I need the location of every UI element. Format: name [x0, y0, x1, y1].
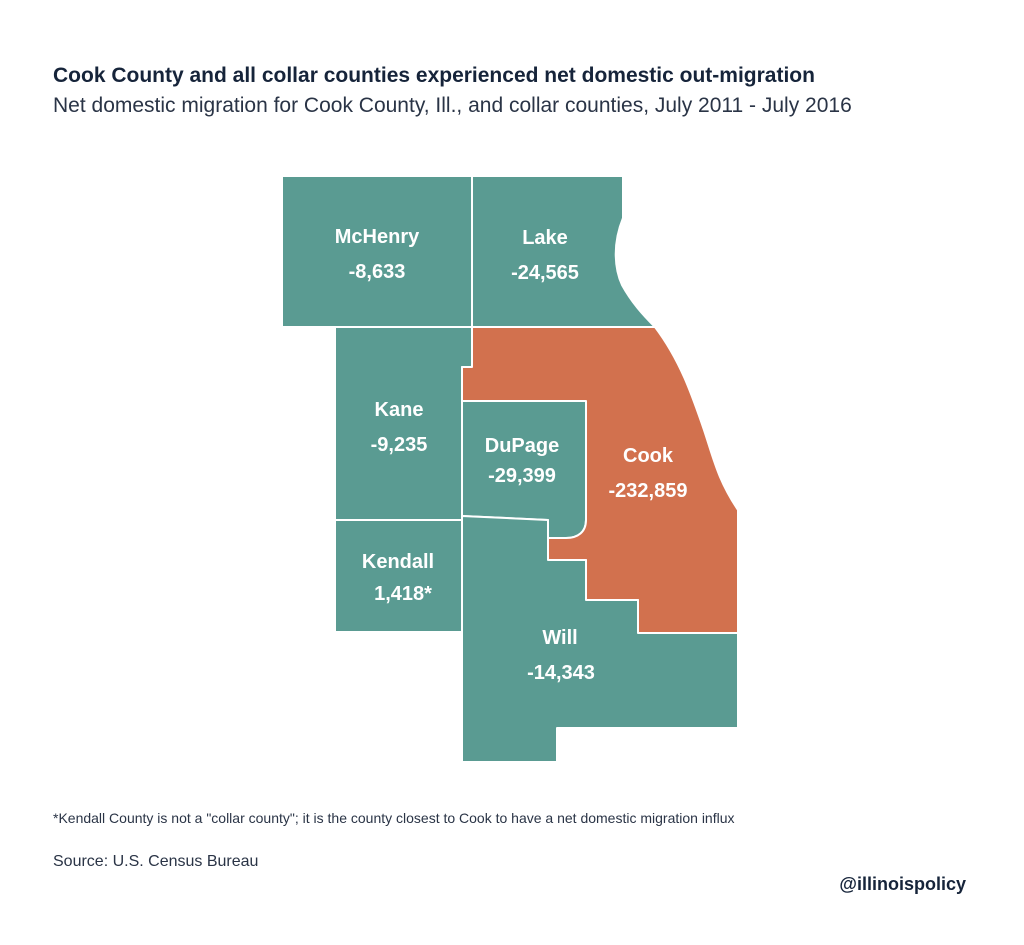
county-kendall	[334, 519, 463, 633]
source-note: Source: U.S. Census Bureau	[53, 853, 259, 870]
county-lake	[471, 175, 656, 328]
label-cook-name: Cook	[623, 445, 674, 467]
label-will-value: -14,343	[527, 662, 595, 684]
label-kendall-name: Kendall	[362, 551, 434, 573]
county-will	[461, 515, 739, 763]
label-dupage-value: -29,399	[488, 465, 556, 487]
label-kane-name: Kane	[375, 399, 424, 421]
label-cook-value: -232,859	[609, 480, 688, 502]
label-dupage-name: DuPage	[485, 435, 559, 457]
label-will-name: Will	[542, 627, 577, 649]
county-cook	[461, 326, 739, 634]
label-mchenry-name: McHenry	[335, 226, 420, 248]
chart-title: Cook County and all collar counties expe…	[53, 64, 815, 87]
label-kendall-value: 1,418*	[374, 583, 432, 605]
label-lake-value: -24,565	[511, 262, 579, 284]
chart-subtitle: Net domestic migration for Cook County, …	[53, 94, 852, 117]
social-handle: @illinoispolicy	[839, 874, 966, 894]
label-kane-value: -9,235	[371, 434, 428, 456]
county-mchenry	[281, 175, 473, 328]
county-kane	[334, 326, 473, 521]
label-mchenry-value: -8,633	[349, 261, 406, 283]
footnote: *Kendall County is not a "collar county"…	[53, 810, 735, 826]
label-lake-name: Lake	[522, 227, 568, 249]
